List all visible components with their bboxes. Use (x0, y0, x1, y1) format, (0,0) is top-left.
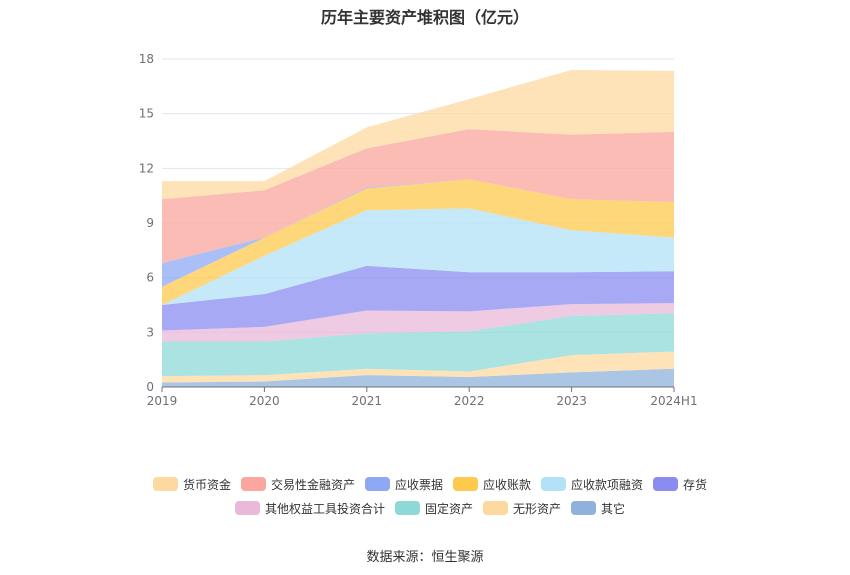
x-tick-label: 2024H1 (650, 394, 697, 408)
legend-swatch (453, 477, 478, 491)
legend-swatch (234, 501, 260, 515)
x-tick-label: 2021 (352, 394, 383, 408)
legend: 货币资金 交易性金融资产 应收票据 应收账款 应收款项融资 存货 其他权益工具投资合计 固定… (140, 472, 720, 520)
x-tick-label: 2022 (454, 394, 485, 408)
area-series-3 (162, 313, 674, 377)
y-tick-label: 15 (139, 107, 154, 121)
area-series-1 (162, 368, 674, 387)
x-tick-label: 2020 (249, 394, 280, 408)
legend-row-2: 其他权益工具投资合计 固定资产 无形资产 其它 (140, 496, 720, 520)
legend-swatch (483, 501, 508, 515)
legend-item[interactable]: 其它 (571, 500, 625, 517)
area-series-6 (162, 208, 674, 305)
y-tick-label: 0 (146, 380, 154, 394)
area-series-5 (162, 265, 674, 331)
y-tick-label: 12 (139, 161, 154, 175)
legend-label: 应收账款 (483, 477, 532, 492)
legend-item[interactable]: 应收账款 (453, 476, 531, 493)
area-series-group (162, 69, 674, 387)
x-tick-label: 2023 (556, 394, 587, 408)
legend-item[interactable]: 存货 (653, 476, 707, 493)
area-series-4 (162, 303, 674, 342)
legend-label: 应收票据 (394, 477, 443, 492)
legend-item[interactable]: 固定资产 (394, 500, 473, 517)
legend-swatch (240, 477, 266, 491)
legend-label: 存货 (683, 477, 708, 492)
legend-swatch (394, 501, 420, 515)
area-series-10 (162, 69, 674, 200)
legend-item[interactable]: 其他权益工具投资合计 (234, 500, 385, 517)
y-tick-label: 9 (146, 216, 154, 230)
area-series-7 (162, 179, 674, 305)
legend-item[interactable]: 应收款项融资 (541, 476, 643, 493)
legend-item[interactable]: 货币资金 (152, 476, 231, 493)
legend-label: 交易性金融资产 (270, 477, 355, 492)
legend-item[interactable]: 交易性金融资产 (240, 476, 355, 493)
legend-swatch (571, 501, 597, 515)
legend-label: 货币资金 (182, 477, 231, 492)
legend-label: 固定资产 (424, 501, 473, 516)
stacked-area-chart: 0 3 6 9 12 15 18 2019 2020 2021 2022 2023 2024H1 (139, 52, 698, 408)
y-tick-label: 18 (139, 52, 154, 66)
legend-swatch (653, 477, 679, 491)
legend-label: 其他权益工具投资合计 (264, 501, 385, 516)
legend-item[interactable]: 无形资产 (483, 500, 561, 517)
legend-label: 应收款项融资 (571, 477, 644, 492)
y-tick-label: 6 (146, 271, 154, 285)
legend-label: 无形资产 (513, 501, 562, 516)
axes: 0 3 6 9 12 15 18 2019 2020 2021 2022 2023 2024H1 (139, 52, 698, 408)
area-series-9 (162, 129, 674, 264)
legend-label: 其它 (601, 501, 626, 516)
legend-row-1: 货币资金 交易性金融资产 应收票据 应收账款 应收款项融资 存货 (140, 472, 720, 496)
legend-item[interactable]: 应收票据 (364, 476, 443, 493)
legend-swatch (541, 477, 567, 491)
area-series-2 (162, 351, 674, 383)
chart-title: 历年主要资产堆积图（亿元） (320, 8, 529, 27)
legend-swatch (152, 477, 178, 491)
data-source-note: 数据来源：恒生聚源 (366, 550, 484, 565)
y-tick-label: 3 (146, 325, 154, 339)
x-tick-label: 2019 (147, 394, 178, 408)
legend-swatch (364, 477, 390, 491)
